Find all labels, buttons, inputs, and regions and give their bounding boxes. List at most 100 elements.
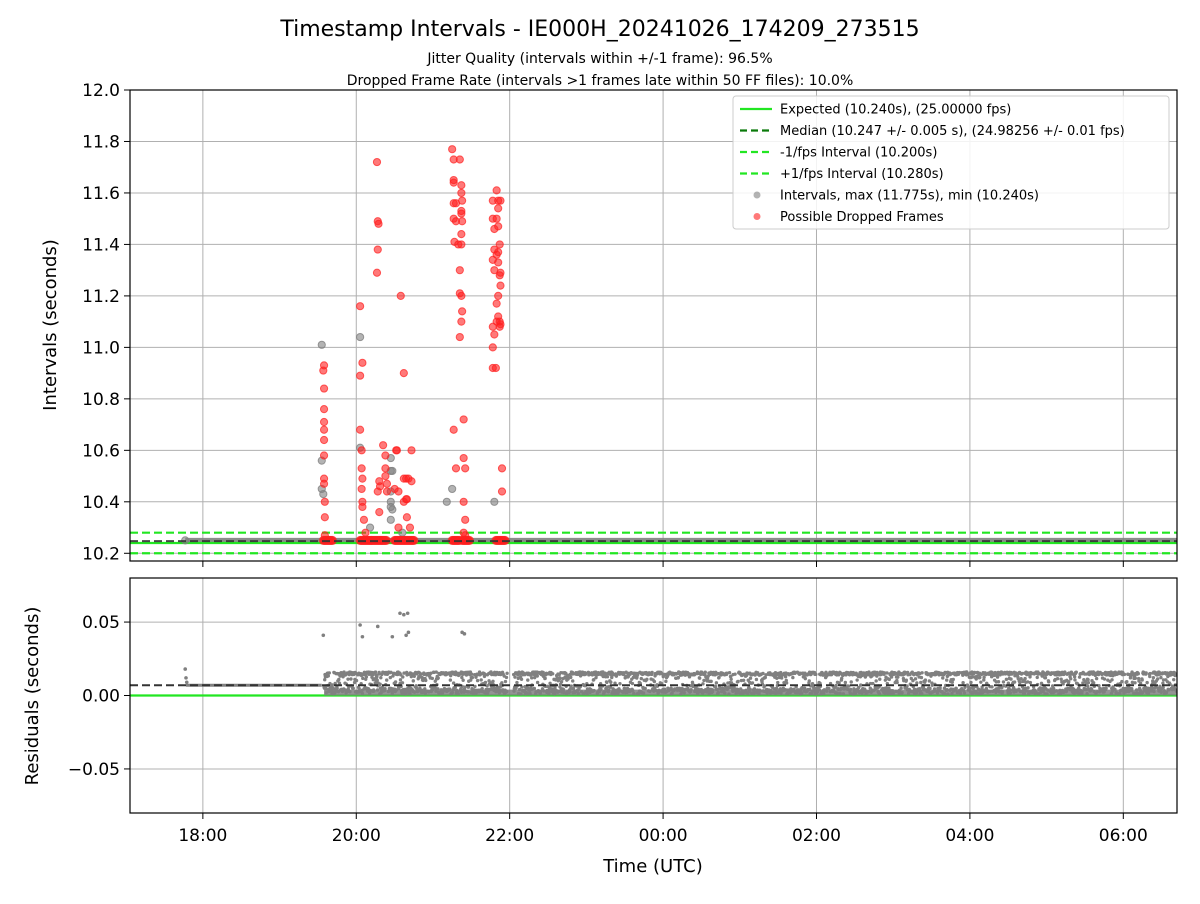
residual-point — [1059, 677, 1063, 681]
residual-point — [803, 676, 808, 681]
residual-point — [453, 685, 457, 690]
residual-point — [448, 673, 453, 678]
dropped-frame-point — [494, 258, 503, 267]
residual-point — [401, 675, 405, 679]
residual-outlier-point — [184, 680, 189, 685]
residuals-y-axis: 0.05 0.00 −0.05 — [68, 613, 130, 780]
dropped-frame-point — [492, 250, 501, 259]
residual-point — [379, 676, 383, 680]
residual-point — [779, 676, 784, 680]
dropped-frame-point — [488, 343, 497, 352]
dropped-frame-point — [357, 484, 366, 494]
dropped-frame-point — [455, 332, 464, 342]
residual-point — [397, 686, 401, 691]
residual-point — [569, 684, 573, 688]
dropped-frame-point — [319, 479, 329, 488]
dropped-frame-point — [358, 358, 367, 367]
interval-point — [319, 489, 328, 499]
dropped-frame-point — [494, 204, 503, 213]
residual-point — [519, 677, 524, 681]
dropped-frame-point — [319, 425, 329, 434]
residual-outlier-point — [358, 623, 362, 627]
dropped-frame-point — [382, 479, 392, 488]
x-tick-label: 04:00 — [945, 826, 994, 846]
residual-point — [676, 675, 681, 680]
residual-point — [411, 679, 415, 683]
interval-point — [388, 505, 397, 514]
residual-point — [357, 686, 361, 691]
residual-point — [1012, 680, 1017, 684]
residual-point — [337, 677, 341, 682]
residual-point — [979, 680, 983, 684]
residual-point — [982, 678, 986, 682]
interval-point — [442, 497, 451, 506]
residual-point — [889, 675, 894, 679]
residual-point — [558, 676, 562, 681]
residual-point — [714, 681, 719, 685]
residual-point — [571, 686, 576, 691]
residual-outlier-point — [390, 634, 395, 639]
residual-point — [568, 687, 573, 691]
residual-point — [963, 685, 967, 689]
residual-point — [837, 681, 841, 685]
dropped-frame-point — [319, 451, 329, 460]
dropped-frame-point — [459, 497, 468, 506]
residual-point — [466, 685, 471, 689]
residual-point — [1159, 675, 1163, 680]
residual-point — [840, 676, 844, 681]
residual-point — [887, 677, 891, 682]
residuals-y-tick-label: 0.00 — [82, 687, 120, 707]
residual-point — [504, 675, 509, 680]
residual-point — [500, 681, 504, 685]
residual-point — [1120, 679, 1124, 684]
residual-point — [1094, 676, 1099, 681]
residual-point — [733, 672, 737, 676]
residual-point — [1130, 680, 1135, 685]
residual-point — [364, 675, 369, 679]
residual-point — [938, 686, 942, 690]
residual-point — [412, 674, 416, 678]
residual-point — [1069, 677, 1073, 681]
residual-point — [701, 682, 705, 686]
residual-outlier-point — [462, 632, 467, 636]
dropped-frame-point — [320, 531, 329, 540]
residual-point — [703, 670, 707, 674]
residual-point — [859, 683, 863, 687]
residual-point — [380, 685, 385, 690]
residual-point — [1133, 681, 1137, 685]
residual-point — [378, 682, 382, 686]
residual-point — [430, 676, 435, 681]
residual-point — [605, 680, 609, 685]
residual-point — [337, 681, 342, 685]
residual-point — [1104, 686, 1108, 690]
residual-point — [1109, 670, 1113, 674]
residual-point — [645, 677, 649, 682]
residual-point — [857, 685, 861, 690]
residual-point — [1148, 674, 1152, 679]
chart-subtitle-dropped: Dropped Frame Rate (intervals >1 frames … — [347, 73, 854, 89]
dropped-frame-point — [379, 441, 388, 450]
residual-point — [750, 681, 755, 685]
residual-point — [969, 680, 973, 685]
dropped-frame-point — [396, 291, 405, 301]
residuals-panel: 0.05 0.00 −0.05 18:00 20:00 22:00 00:00 02:00 0… — [22, 577, 1178, 877]
residual-point — [1023, 676, 1027, 681]
intervals-y-tick-label: 10.4 — [82, 493, 120, 513]
dropped-frame-point — [381, 464, 390, 473]
residual-point — [383, 686, 387, 691]
residuals-x-axis: 18:00 20:00 22:00 00:00 02:00 04:00 06:00 — [178, 813, 1148, 846]
residual-point — [594, 675, 598, 680]
residual-point — [448, 678, 453, 682]
residual-point — [859, 670, 863, 675]
residual-point — [351, 686, 355, 691]
residual-point — [814, 672, 818, 677]
residual-point — [957, 670, 962, 675]
residual-point — [1023, 686, 1028, 690]
residual-point — [341, 675, 345, 679]
intervals-y-tick-label: 12.0 — [82, 81, 120, 101]
residual-point — [990, 685, 994, 689]
residual-point — [398, 678, 403, 682]
dropped-frame-point — [356, 302, 365, 311]
residuals-y-axis-label: Residuals (seconds) — [22, 607, 43, 786]
